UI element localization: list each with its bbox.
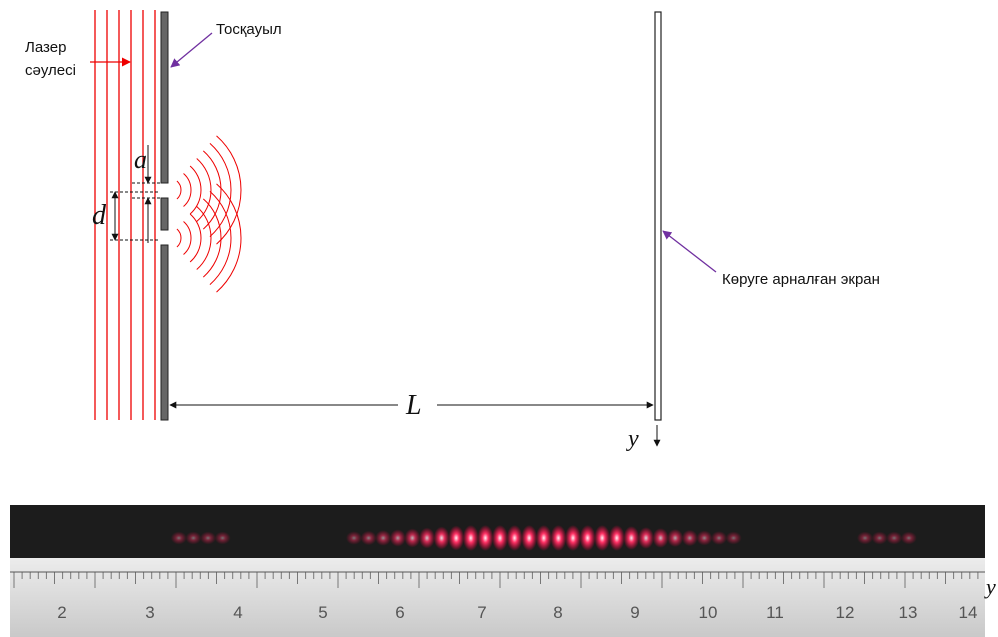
wave-arc (196, 158, 212, 222)
ruler (10, 558, 985, 637)
fringe (419, 527, 435, 549)
fringe (550, 525, 567, 551)
fringe (652, 528, 669, 548)
diffraction-waves (176, 135, 242, 293)
wave-arc (189, 213, 202, 263)
ruler-number: 5 (318, 603, 327, 622)
screen-label: Көруге арналған экран (722, 271, 880, 288)
fringe (346, 531, 362, 545)
y-axis-label: y (626, 426, 639, 452)
fringe (681, 529, 698, 547)
fringe (623, 526, 640, 550)
wave-arc (183, 221, 192, 255)
wave-arc (216, 135, 242, 245)
fringe (375, 530, 392, 546)
wave-arc (209, 191, 232, 285)
dimension-lines (110, 145, 661, 447)
ruler-number: 4 (233, 603, 242, 622)
fringe (638, 527, 654, 549)
ruler-number: 14 (959, 603, 978, 622)
fringe (433, 526, 450, 550)
fringe (170, 531, 187, 545)
fringe (404, 528, 421, 548)
fringe (477, 525, 494, 551)
fringe (857, 531, 873, 545)
fringe (725, 531, 742, 545)
ruler-number: 11 (766, 603, 784, 622)
ruler-number: 7 (477, 603, 486, 622)
fringe (696, 530, 713, 546)
fringe (506, 525, 523, 551)
wave-arc (196, 206, 212, 270)
slit-distance-label: d (92, 200, 107, 231)
ruler-number: 10 (699, 603, 718, 622)
wave-arc (189, 165, 202, 215)
fringe (871, 531, 888, 545)
fringe (711, 531, 727, 545)
ruler-number: 6 (395, 603, 404, 622)
fringe (886, 531, 903, 545)
ruler-number: 12 (836, 603, 855, 622)
fringe (565, 525, 581, 551)
laser-label: сәулесі (25, 62, 76, 79)
fringe (389, 529, 406, 547)
screen (654, 11, 662, 421)
wave-arc (202, 150, 222, 230)
fringe (579, 525, 596, 551)
fringe (448, 525, 465, 551)
wave-arc (209, 143, 232, 237)
ruler-numbers: 2 3 4 5 6 7 8 9 10 11 12 13 14 (57, 603, 977, 622)
wave-arc (176, 180, 182, 200)
ruler-number: 9 (630, 603, 639, 622)
fringe (900, 531, 917, 545)
wave-arc (176, 228, 182, 248)
fringe (521, 525, 538, 551)
fringe (214, 531, 231, 545)
ruler-number: 2 (57, 603, 66, 622)
wave-arc (183, 173, 192, 207)
fringe (667, 528, 684, 548)
wave-arc (202, 198, 222, 278)
fringe (360, 530, 377, 546)
ruler-ticks (13, 572, 979, 588)
fringe (608, 525, 625, 551)
fringe (200, 531, 216, 545)
fringe (462, 525, 479, 551)
wave-arc (216, 183, 242, 293)
barrier (160, 11, 169, 421)
ruler-axis-label: y (984, 574, 996, 599)
fringe (535, 525, 552, 551)
distance-label: L (405, 390, 422, 421)
fringe (594, 525, 611, 551)
ruler-number: 13 (899, 603, 918, 622)
fringe-pattern (170, 525, 917, 551)
ruler-number: 3 (145, 603, 154, 622)
laser-beams (94, 10, 156, 420)
ruler-number: 8 (553, 603, 562, 622)
fringe (492, 525, 508, 551)
slit-width-label: a (134, 145, 147, 174)
laser-label: Лазер (25, 39, 66, 56)
screen-arrow (662, 230, 717, 273)
barrier-arrow (170, 32, 213, 68)
barrier-label: Тосқауыл (216, 21, 282, 38)
fringe (185, 531, 202, 545)
